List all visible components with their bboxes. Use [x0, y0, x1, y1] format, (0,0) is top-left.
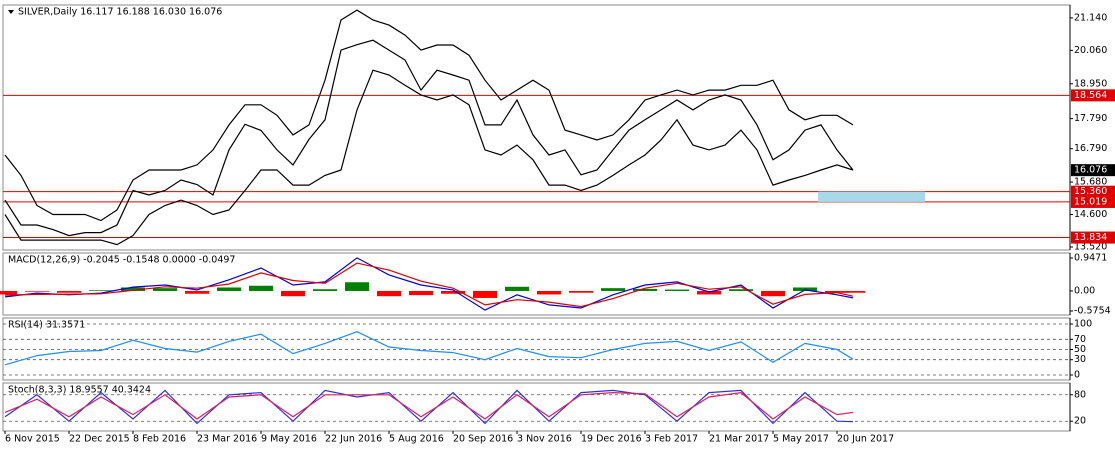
- panel-title: RSI(14) 31.3571: [8, 320, 85, 331]
- histogram-bar: [793, 287, 817, 291]
- histogram-bar: [537, 290, 561, 295]
- histogram-bar: [345, 282, 369, 291]
- histogram-bar: [57, 290, 81, 293]
- y-tick-label: 80: [1074, 389, 1086, 400]
- x-tick-label: 6 Nov 2015: [5, 434, 60, 445]
- histogram-bar: [409, 290, 433, 296]
- y-tick-label: 0: [1074, 370, 1080, 381]
- y-tick-label: 14.600: [1074, 209, 1107, 220]
- histogram-bar: [153, 288, 177, 291]
- x-tick-label: 23 Mar 2016: [197, 434, 257, 445]
- x-tick-label: 5 Aug 2016: [389, 434, 444, 445]
- histogram-bar: [313, 289, 337, 291]
- level-label: 15.360: [1074, 186, 1107, 197]
- x-tick-label: 5 May 2017: [773, 434, 829, 445]
- panel-title: SILVER,Daily 16.117 16.188 16.030 16.076: [18, 7, 222, 18]
- histogram-bar: [377, 290, 401, 297]
- histogram-bar: [633, 288, 657, 291]
- level-label: 13.834: [1074, 232, 1107, 243]
- histogram-bar: [729, 289, 753, 291]
- x-tick-label: 21 Mar 2017: [709, 434, 769, 445]
- y-tick-label: 20: [1074, 416, 1086, 427]
- histogram-bar: [217, 287, 241, 291]
- last-price-tag: [1071, 164, 1115, 177]
- panel-title: Stoch(8,3,3) 18.9557 40.3424: [8, 385, 151, 396]
- y-tick-label: -0.5754: [1074, 306, 1111, 317]
- y-tick-label: 18.950: [1074, 78, 1107, 89]
- level-label: 18.564: [1074, 90, 1107, 101]
- x-tick-label: 9 May 2016: [261, 434, 317, 445]
- histogram-bar: [249, 285, 273, 291]
- last-price-label: 16.076: [1074, 165, 1107, 176]
- histogram-bar: [185, 290, 209, 294]
- level-tag: [1071, 195, 1115, 208]
- menu-triangle: [8, 10, 14, 14]
- zone: [818, 191, 925, 202]
- y-tick-label: 50: [1074, 344, 1086, 355]
- histogram-bar: [825, 290, 849, 293]
- level-label: 15.019: [1074, 196, 1107, 207]
- panel-title: MACD(12,26,9) -0.2045 -0.1548 0.0000 -0.…: [8, 255, 235, 266]
- y-tick-label: 0.9471: [1074, 252, 1107, 263]
- histogram-bar: [697, 290, 721, 295]
- series-line: [4, 262, 854, 308]
- y-tick-label: 16.790: [1074, 143, 1107, 154]
- y-tick-label: 20.060: [1074, 45, 1107, 56]
- series-line: [4, 39, 854, 237]
- series-line: [4, 331, 854, 366]
- x-tick-label: 22 Jun 2016: [325, 434, 382, 445]
- y-tick-label: 0.00: [1074, 285, 1095, 296]
- histogram-bar: [0, 290, 17, 295]
- histogram-bar: [473, 290, 497, 298]
- x-tick-label: 8 Feb 2016: [133, 434, 186, 445]
- y-tick-label: 30: [1074, 354, 1086, 365]
- y-tick-label: 100: [1074, 319, 1092, 330]
- histogram-bar: [121, 287, 145, 291]
- series-line: [4, 391, 854, 420]
- histogram-bar: [761, 290, 785, 297]
- histogram-bar: [841, 290, 865, 293]
- y-tick-label: 21.140: [1074, 12, 1107, 23]
- histogram-bar: [505, 286, 529, 291]
- level-tag: [1071, 89, 1115, 102]
- level-tag: [1071, 185, 1115, 198]
- x-tick-label: 22 Dec 2015: [69, 434, 130, 445]
- histogram-bar: [281, 290, 305, 297]
- x-tick-label: 3 Nov 2016: [517, 434, 572, 445]
- histogram-bar: [569, 290, 593, 293]
- y-tick-label: 13.520: [1074, 241, 1107, 252]
- histogram-bar: [441, 290, 465, 294]
- x-tick-label: 20 Sep 2016: [453, 434, 513, 445]
- histogram-bar: [665, 289, 689, 291]
- x-tick-label: 19 Dec 2016: [581, 434, 642, 445]
- y-tick-label: 17.790: [1074, 113, 1107, 124]
- x-tick-label: 20 Jun 2017: [837, 434, 894, 445]
- x-tick-label: 3 Feb 2017: [645, 434, 698, 445]
- series-line: [4, 69, 854, 246]
- histogram-bar: [89, 290, 113, 291]
- histogram-bar: [25, 290, 49, 292]
- y-tick-label: 15.680: [1074, 177, 1107, 188]
- histogram-bar: [601, 288, 625, 291]
- y-tick-label: 70: [1074, 334, 1086, 345]
- level-tag: [1071, 231, 1115, 244]
- series-line: [4, 9, 854, 222]
